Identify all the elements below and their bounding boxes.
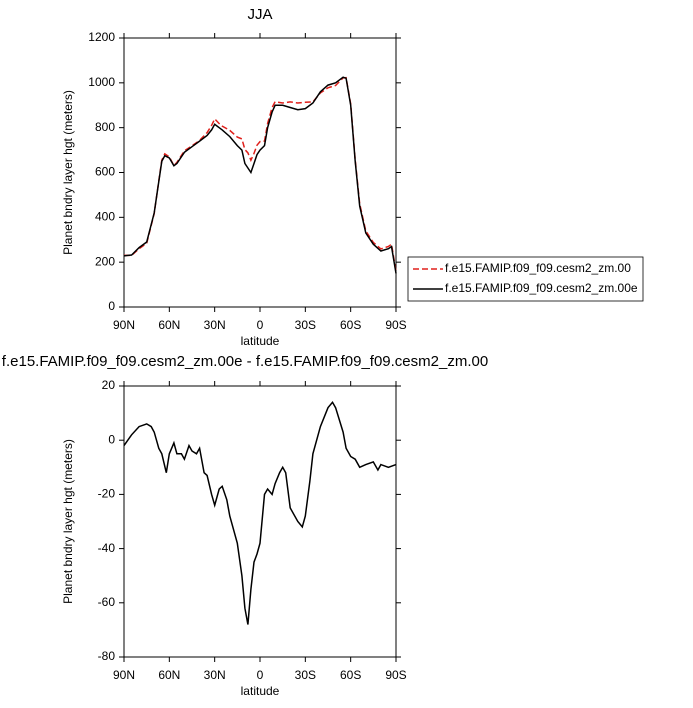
x-tick-label: 60S xyxy=(340,318,361,332)
x-tick-label: 90S xyxy=(385,668,406,682)
y-tick-label: -20 xyxy=(98,487,116,501)
legend-label: f.e15.FAMIP.f09_f09.cesm2_zm.00e xyxy=(445,281,638,295)
y-tick-label: 0 xyxy=(108,299,115,313)
y-tick-label: -40 xyxy=(98,541,116,555)
y-tick-label: 1000 xyxy=(88,75,115,89)
x-tick-label: 30S xyxy=(295,318,316,332)
plot-frame xyxy=(123,385,397,658)
data-line xyxy=(123,76,397,274)
x-tick-label: 60N xyxy=(158,668,180,682)
y-tick-label: 600 xyxy=(95,165,115,179)
y-tick-label: 1200 xyxy=(88,30,115,44)
x-tick-label: 90S xyxy=(385,318,406,332)
x-tick-label: 30N xyxy=(204,668,226,682)
y-tick-label: 400 xyxy=(95,210,115,224)
x-tick-label: 60S xyxy=(340,668,361,682)
chart-title: JJA xyxy=(247,6,272,23)
x-tick-label: 0 xyxy=(257,668,264,682)
x-tick-label: 30S xyxy=(295,668,316,682)
y-tick-label: -60 xyxy=(98,595,116,609)
legend-box xyxy=(407,256,644,302)
y-tick-label: -80 xyxy=(98,649,116,663)
data-line xyxy=(123,400,397,625)
legend-label: f.e15.FAMIP.f09_f09.cesm2_zm.00 xyxy=(445,261,631,275)
y-tick-label: 200 xyxy=(95,254,115,268)
plot-frame xyxy=(123,37,397,308)
y-tick-label: 800 xyxy=(95,120,115,134)
x-tick-label: 0 xyxy=(257,318,264,332)
x-axis-label: latitude xyxy=(241,334,280,348)
chart-title: f.e15.FAMIP.f09_f09.cesm2_zm.00e - f.e15… xyxy=(2,353,488,370)
y-axis-label: Planet bndry layer hgt (meters) xyxy=(61,439,75,604)
x-tick-label: 30N xyxy=(204,318,226,332)
y-tick-label: 0 xyxy=(108,432,115,446)
y-tick-label: 20 xyxy=(102,378,116,392)
x-tick-label: 60N xyxy=(158,318,180,332)
x-tick-label: 90N xyxy=(113,318,135,332)
x-tick-label: 90N xyxy=(113,668,135,682)
y-axis-label: Planet bndry layer hgt (meters) xyxy=(61,90,75,255)
x-axis-label: latitude xyxy=(241,684,280,698)
data-line xyxy=(124,76,397,272)
